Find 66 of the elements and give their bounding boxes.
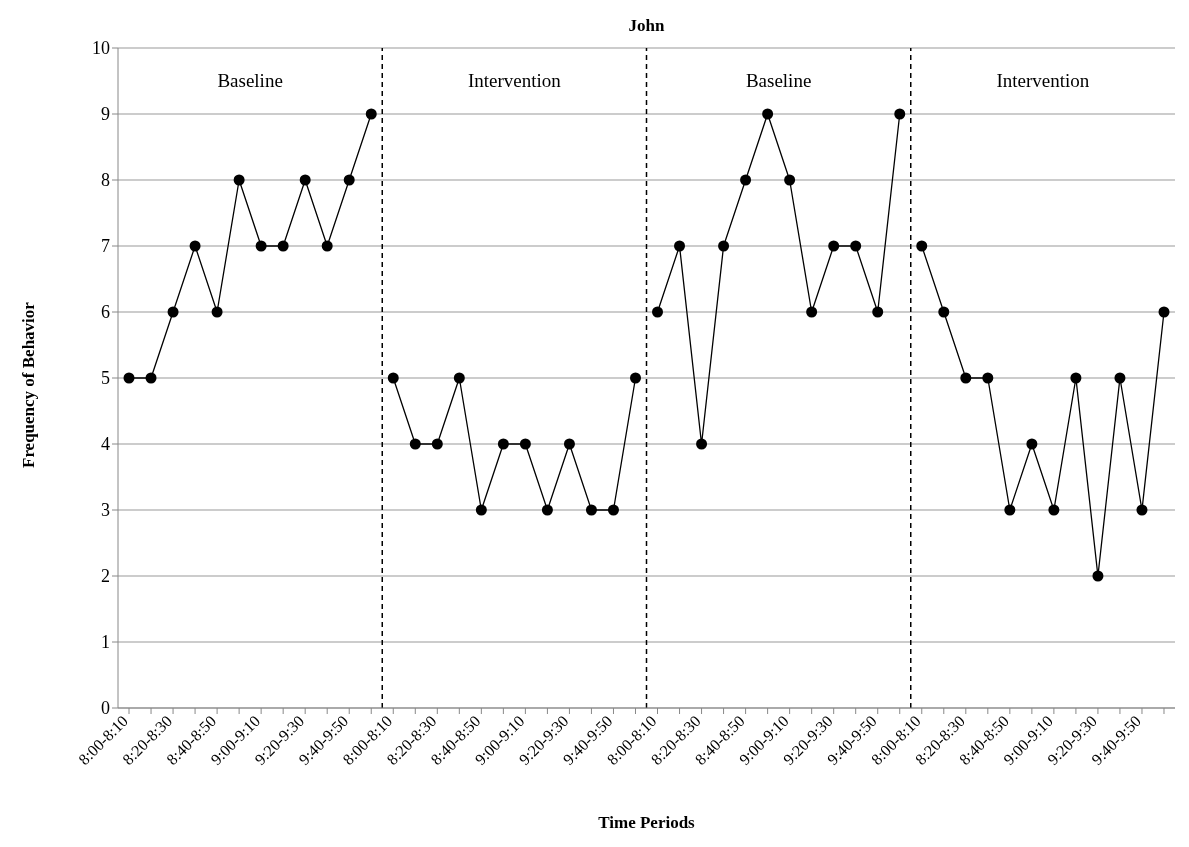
point	[1026, 438, 1038, 450]
y-tick-label: 7	[101, 236, 110, 257]
point	[828, 240, 840, 252]
point	[167, 306, 179, 318]
annotation: Baseline	[216, 70, 284, 92]
point	[982, 372, 994, 384]
point	[1070, 372, 1082, 384]
point	[145, 372, 157, 384]
y-tick-label: 10	[92, 38, 110, 59]
point	[629, 372, 641, 384]
point	[123, 372, 135, 384]
point	[1004, 504, 1016, 516]
point	[607, 504, 619, 516]
point	[519, 438, 531, 450]
y-tick-label: 0	[101, 698, 110, 719]
point	[343, 174, 355, 186]
point	[585, 504, 597, 516]
point	[740, 174, 752, 186]
point	[365, 108, 377, 120]
x-axis-title: Time Periods	[598, 813, 696, 832]
y-tick-label: 1	[101, 632, 110, 653]
point	[453, 372, 465, 384]
annotation: Intervention	[995, 70, 1091, 92]
point	[189, 240, 201, 252]
annotation: Intervention	[466, 70, 562, 92]
point	[806, 306, 818, 318]
point	[674, 240, 686, 252]
point	[718, 240, 730, 252]
point	[497, 438, 509, 450]
point	[894, 108, 906, 120]
point	[387, 372, 399, 384]
point	[652, 306, 664, 318]
point	[409, 438, 421, 450]
point	[541, 504, 553, 516]
y-tick-label: 3	[101, 500, 110, 521]
point	[850, 240, 862, 252]
y-tick-label: 5	[101, 368, 110, 389]
point	[1136, 504, 1148, 516]
y-tick-label: 6	[101, 302, 110, 323]
point	[299, 174, 311, 186]
point	[916, 240, 928, 252]
point	[938, 306, 950, 318]
point	[784, 174, 796, 186]
point	[762, 108, 774, 120]
point	[233, 174, 245, 186]
point	[211, 306, 223, 318]
point	[872, 306, 884, 318]
y-tick-label: 2	[101, 566, 110, 587]
chart-title: John	[627, 16, 666, 36]
y-tick-label: 9	[101, 104, 110, 125]
point	[431, 438, 443, 450]
point	[475, 504, 487, 516]
point	[277, 240, 289, 252]
y-tick-label: 8	[101, 170, 110, 191]
y-axis-title: Frequency of Behavior	[19, 301, 39, 468]
point	[1048, 504, 1060, 516]
point	[321, 240, 333, 252]
point	[1092, 570, 1104, 582]
point	[255, 240, 267, 252]
point	[1158, 306, 1170, 318]
point	[1114, 372, 1126, 384]
point	[696, 438, 708, 450]
y-tick-label: 4	[101, 434, 110, 455]
annotation: Baseline	[744, 70, 813, 92]
point	[563, 438, 575, 450]
point	[960, 372, 972, 384]
